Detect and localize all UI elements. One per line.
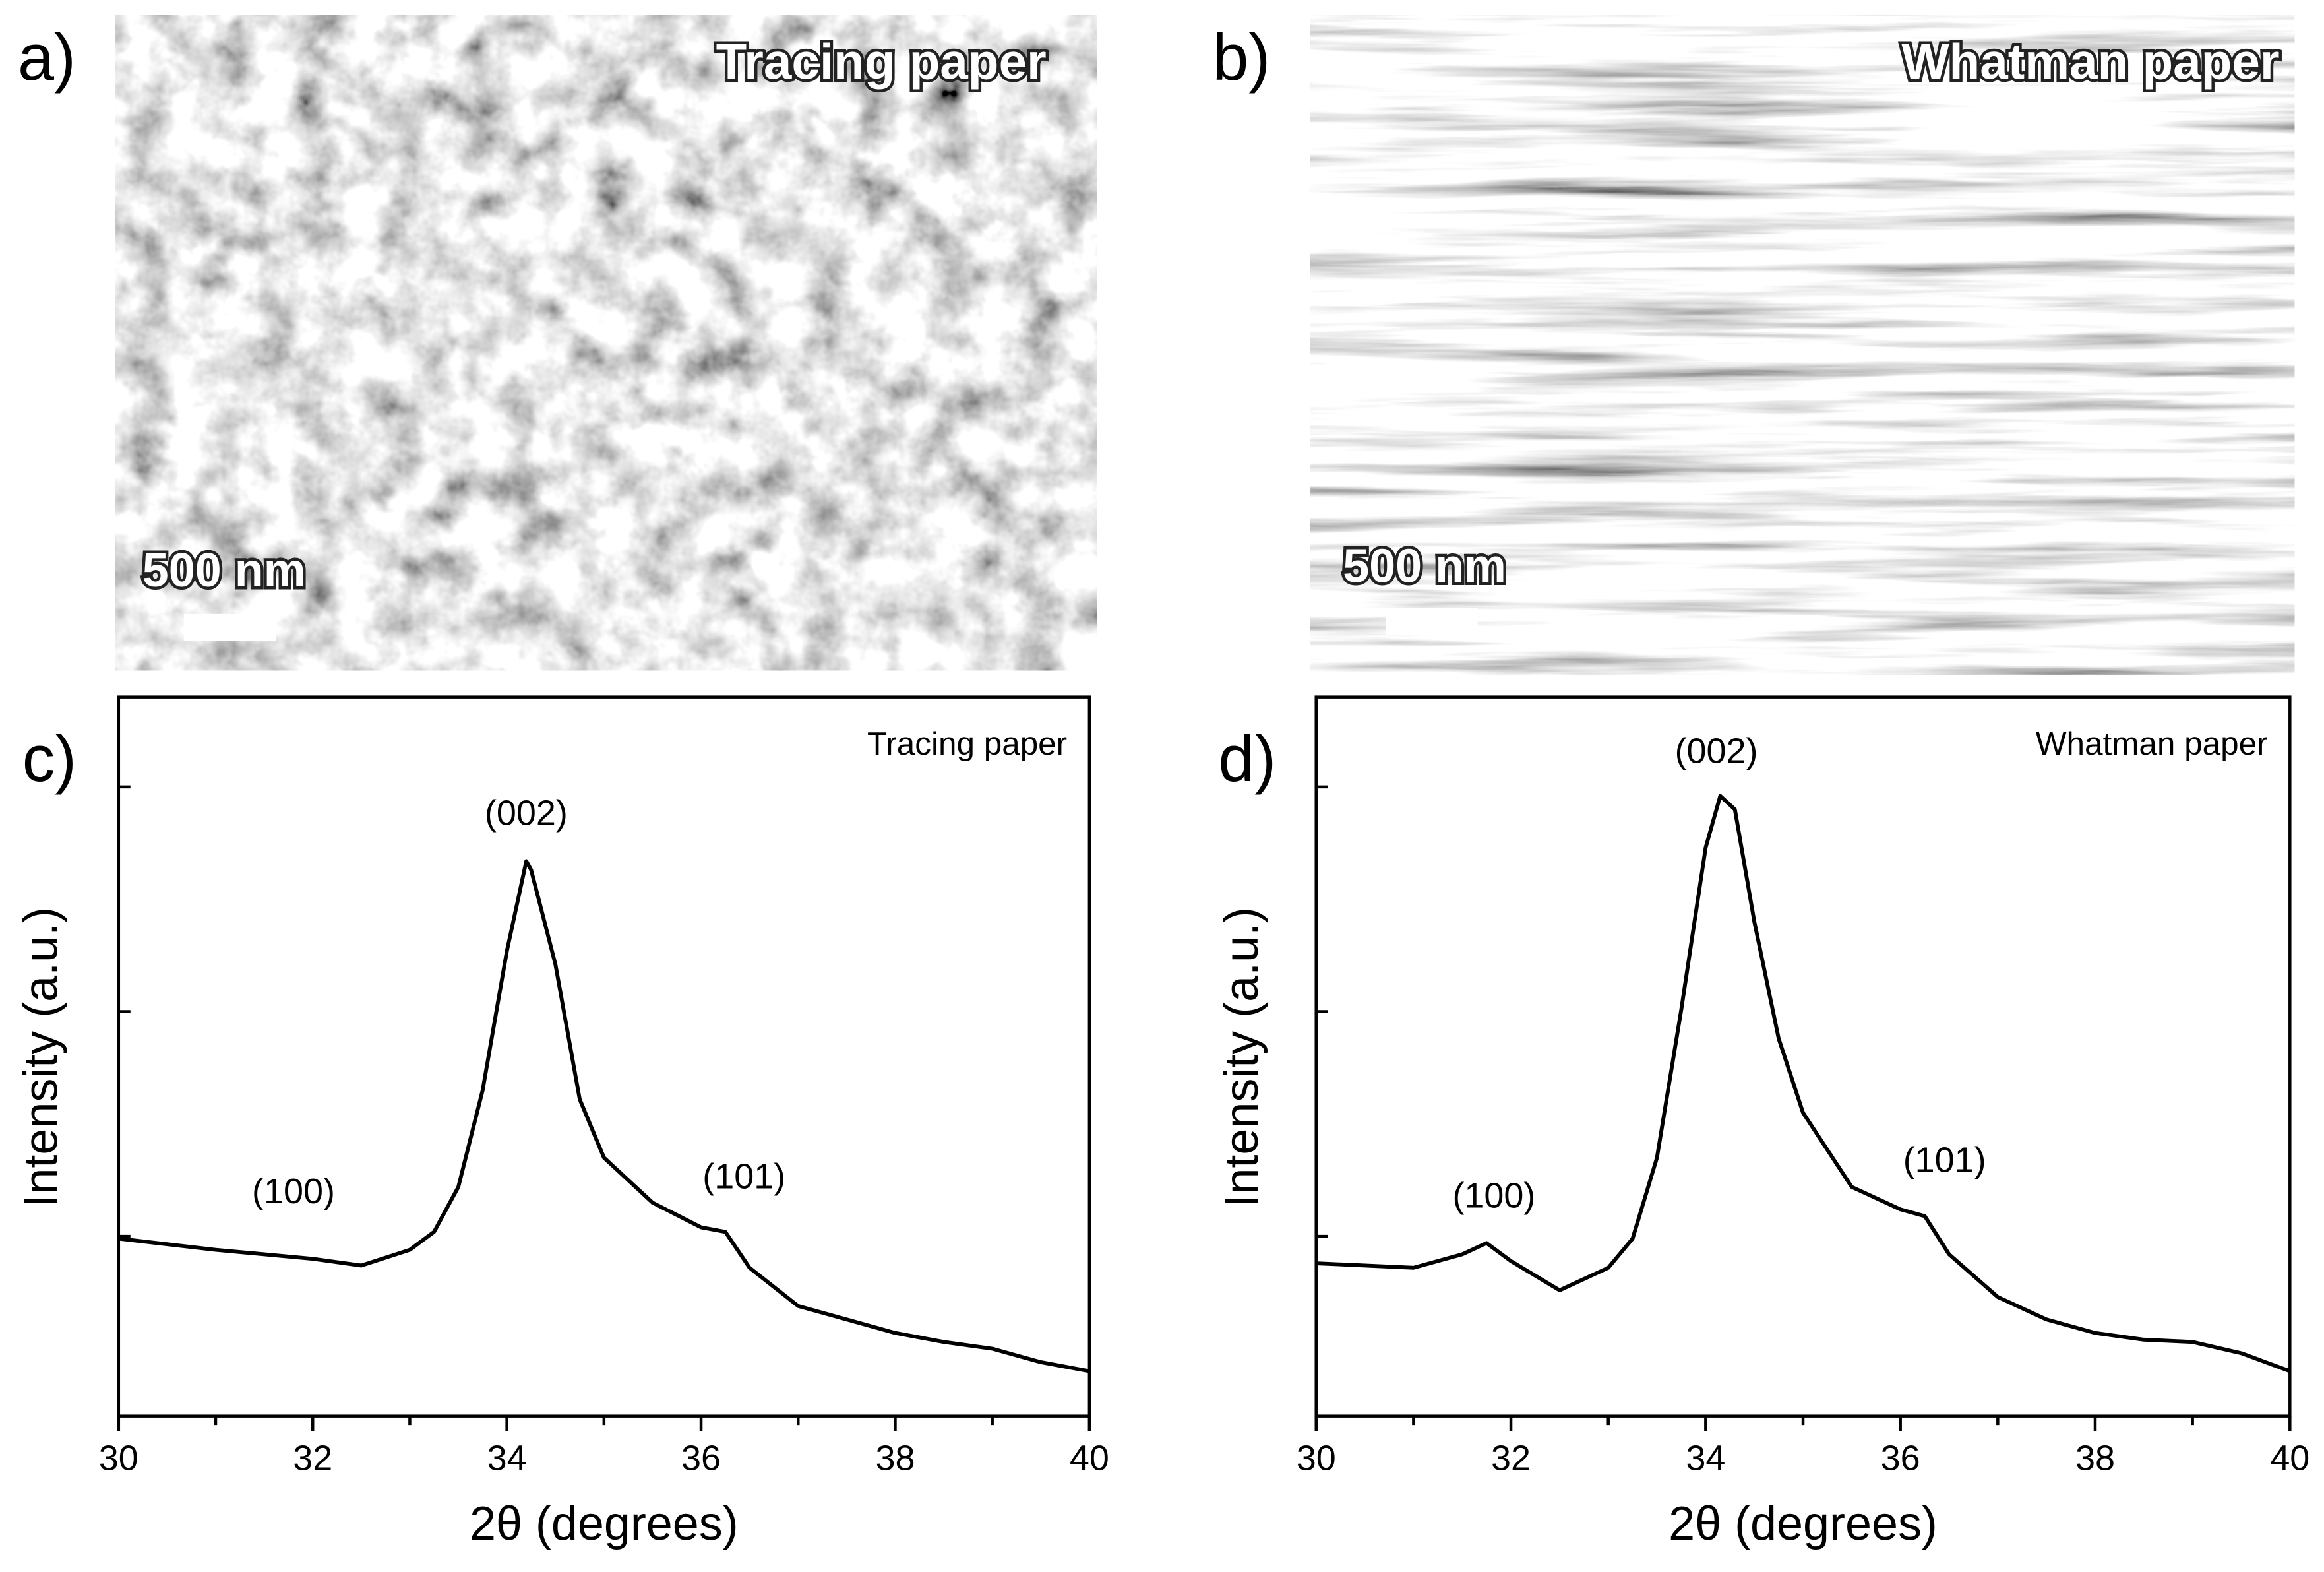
sem-texture	[1310, 15, 2295, 675]
plot-frame	[117, 695, 1091, 1418]
panel-label: d)	[1218, 722, 1276, 795]
y-axis-label: Intensity (a.u.)	[15, 907, 67, 1208]
data-line	[1316, 794, 2291, 1373]
peak-annotation: (002)	[1675, 731, 1758, 770]
peak-annotation: (002)	[485, 794, 568, 833]
scale-bar	[183, 613, 276, 641]
peak-annotation: (101)	[702, 1156, 785, 1196]
scale-bar	[1386, 608, 1478, 635]
sem-caption: Whatman paper	[1901, 34, 2279, 90]
x-tick-label: 36	[681, 1438, 721, 1478]
peak-annotation: (100)	[252, 1172, 335, 1211]
scale-text: 500 nm	[142, 544, 306, 597]
x-tick-label: 32	[293, 1438, 332, 1478]
sem-caption: Tracing paper	[716, 34, 1047, 90]
chart-title: Whatman paper	[2036, 726, 2268, 762]
x-tick-label: 38	[2075, 1438, 2115, 1478]
x-axis-label: 2θ (degrees)	[1668, 1497, 1938, 1550]
x-tick-label: 30	[99, 1438, 138, 1478]
y-axis-label: Intensity (a.u.)	[1215, 907, 1268, 1208]
sem-texture	[115, 15, 1097, 671]
x-tick-label: 40	[2270, 1438, 2309, 1478]
panel-label: b)	[1212, 20, 1270, 94]
chart-title: Tracing paper	[867, 726, 1067, 762]
data-line	[118, 859, 1090, 1373]
x-tick-label: 32	[1491, 1438, 1531, 1478]
x-tick-label: 38	[875, 1438, 915, 1478]
x-tick-label: 30	[1297, 1438, 1336, 1478]
x-tick-label: 36	[1881, 1438, 1920, 1478]
peak-annotation: (101)	[1903, 1141, 1986, 1180]
x-tick-label: 40	[1070, 1438, 1109, 1478]
panel-label: c)	[22, 722, 76, 795]
x-tick-label: 34	[1686, 1438, 1725, 1478]
scale-text: 500 nm	[1343, 540, 1506, 592]
x-tick-label: 34	[487, 1438, 527, 1478]
panel-label: a)	[18, 20, 76, 94]
plot-frame	[1314, 695, 2292, 1418]
x-axis-label: 2θ (degrees)	[470, 1497, 739, 1550]
peak-annotation: (100)	[1452, 1176, 1535, 1216]
